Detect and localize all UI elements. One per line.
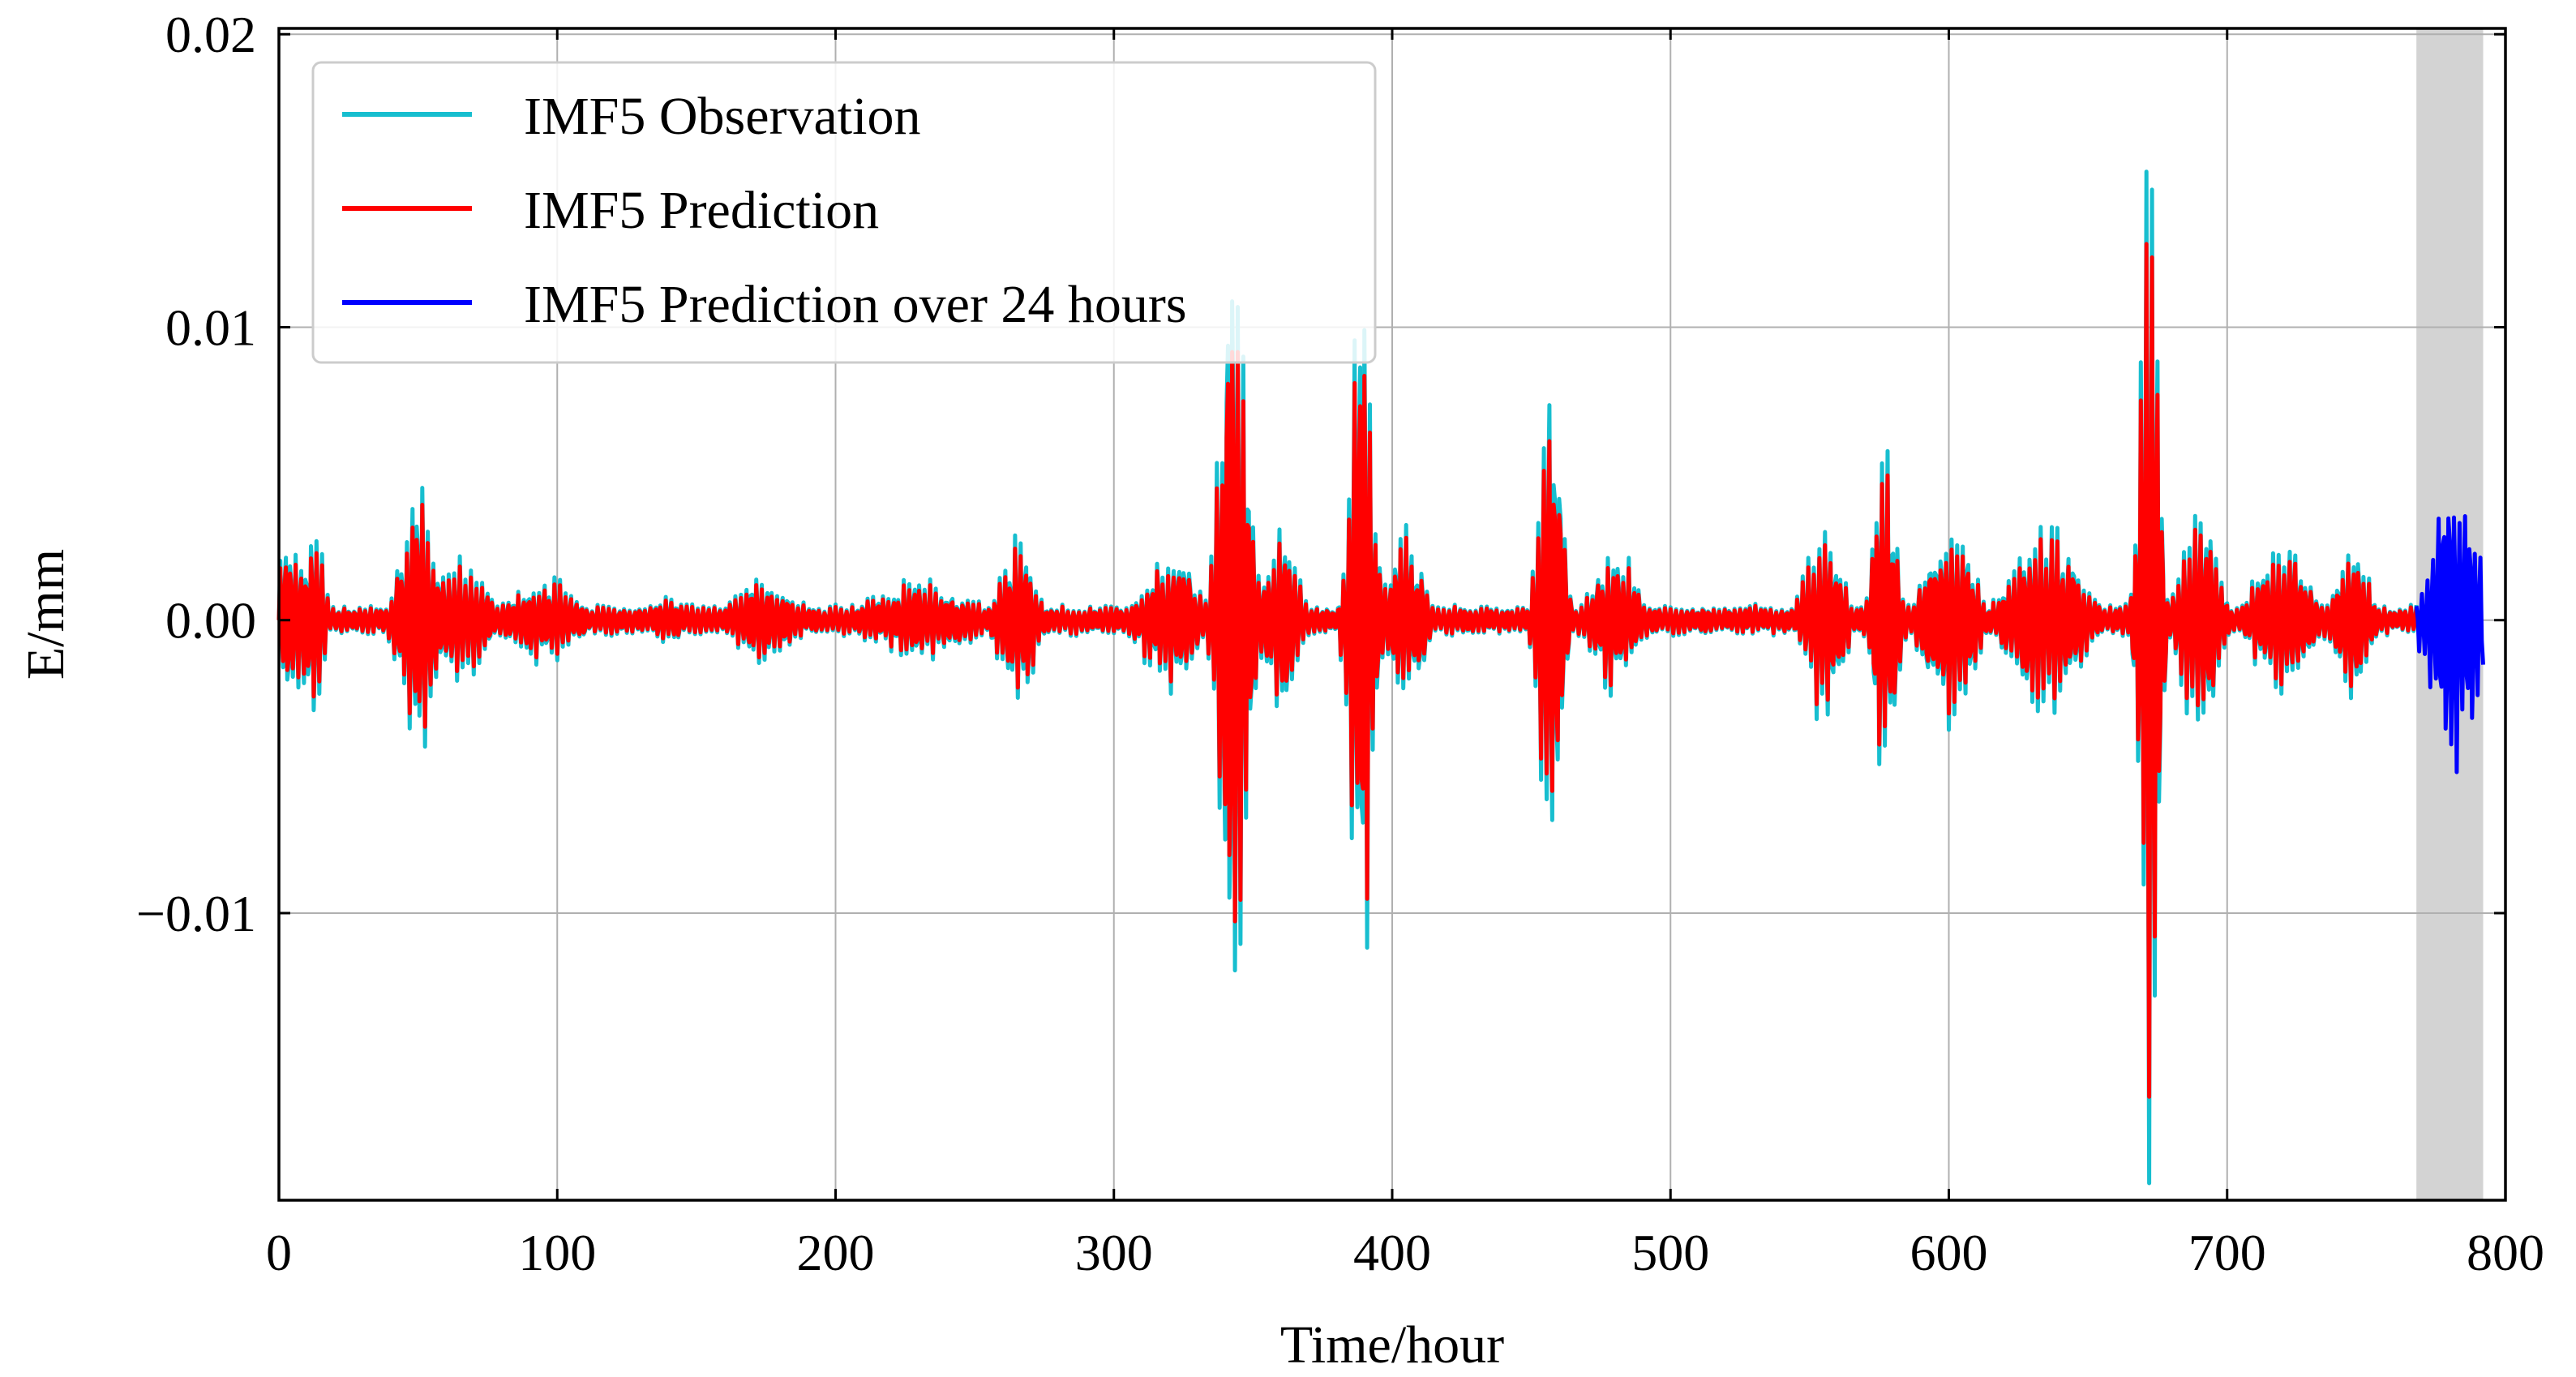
y-axis-label: E/mm [16,549,75,680]
x-tick-label: 100 [518,1224,596,1281]
legend-label-0: IMF5 Observation [524,87,920,146]
x-tick-label: 300 [1075,1224,1153,1281]
x-tick-label: 800 [2467,1224,2544,1281]
series-line-1 [276,242,2419,1099]
x-tick-label: 700 [2188,1224,2266,1281]
legend-label-1: IMF5 Prediction [524,181,879,240]
ticks: 0 100 200 300 400 500 600 700 800 −0.01 0.00 0.01 0.… [136,6,2544,1281]
x-tick-label: 400 [1353,1224,1431,1281]
legend-box [311,61,1377,364]
series-line-2 [2414,514,2485,774]
series-layer [276,169,2485,1186]
x-tick-label: 200 [797,1224,875,1281]
x-tick-label: 500 [1631,1224,1709,1281]
y-tick-label: 0.00 [165,592,256,650]
x-tick-label: 0 [266,1224,292,1281]
y-tick-label: −0.01 [136,885,256,942]
legend-label-2: IMF5 Prediction over 24 hours [524,275,1187,334]
x-axis-label: Time/hour [1280,1315,1504,1375]
y-tick-label: 0.02 [165,6,256,63]
y-tick-label: 0.01 [165,298,256,356]
legend: IMF5 Observation IMF5 Prediction IMF5 Pred… [311,61,1377,364]
x-tick-label: 600 [1910,1224,1988,1281]
